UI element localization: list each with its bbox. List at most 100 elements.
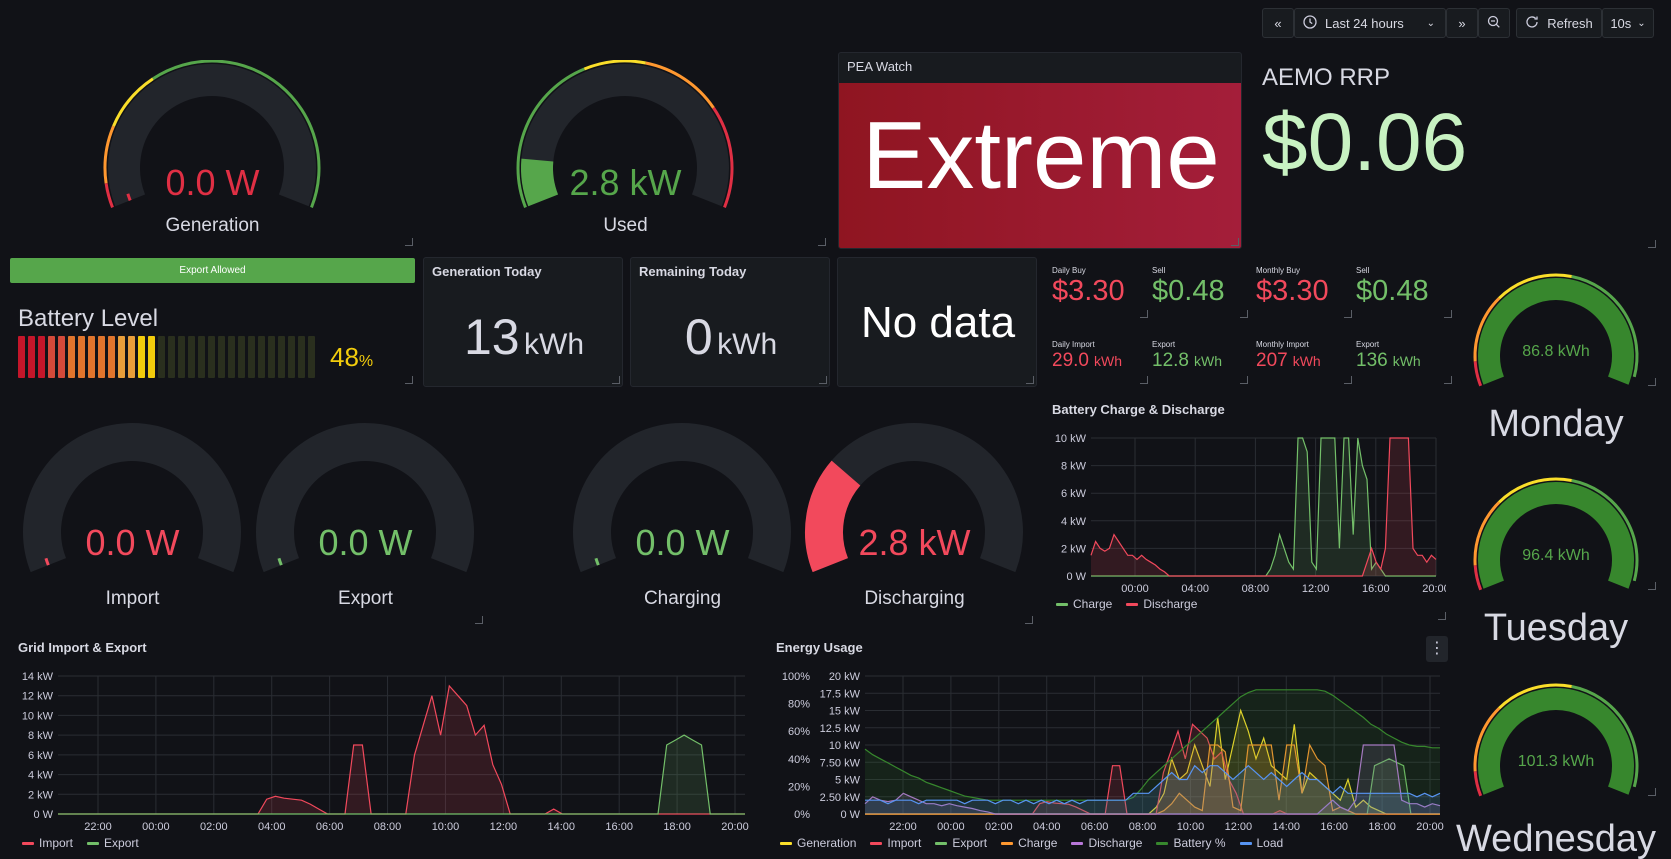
x-tick-label: 20:00 <box>721 821 749 833</box>
legend-item-import[interactable]: Import <box>870 836 921 850</box>
gauge-threshold <box>1473 565 1483 591</box>
cost-value: $0.48 <box>1152 275 1225 307</box>
y-tick-label: 0 W <box>33 809 53 821</box>
x-tick-label: 14:00 <box>1273 821 1301 833</box>
gauge-arc <box>1473 477 1639 591</box>
y2-tick-label: 100% <box>782 671 810 683</box>
x-tick-label: 20:00 <box>1416 821 1444 833</box>
legend-item-generation[interactable]: Generation <box>780 836 856 850</box>
gauge-track <box>23 423 241 573</box>
generation-today-panel: Generation Today 13 kWh <box>423 257 623 387</box>
refresh-button[interactable]: Refresh <box>1516 8 1602 38</box>
chevron-right-double-icon: » <box>1458 15 1466 31</box>
gauge-arc <box>1473 683 1639 797</box>
zoom-out-icon <box>1487 15 1501 32</box>
cost-title: Monthly Buy <box>1256 266 1301 275</box>
resize-handle[interactable] <box>1444 310 1452 318</box>
panel-title: Remaining Today <box>639 264 747 279</box>
x-tick-label: 16:00 <box>1362 583 1390 595</box>
panel-menu-button[interactable]: ⋮ <box>1426 636 1448 662</box>
time-range-picker[interactable]: Last 24 hours ⌄ <box>1294 8 1446 38</box>
battery-cell <box>58 336 65 378</box>
y-tick-label: 14 kW <box>22 671 54 683</box>
battery-cell <box>78 336 85 378</box>
grid-chart: 0 W 2 kW 4 kW 6 kW 8 kW 10 kW 12 kW 14 kW 22:00 0… <box>22 671 749 833</box>
x-tick-label: 10:00 <box>432 821 460 833</box>
resize-handle[interactable] <box>1344 376 1352 384</box>
resize-handle[interactable] <box>1344 310 1352 318</box>
gauge-threshold <box>645 61 715 109</box>
x-tick-label: 22:00 <box>889 821 917 833</box>
gauge-arc <box>805 423 1023 573</box>
gauge-fill <box>594 557 600 566</box>
gauge-label: Import <box>105 588 160 609</box>
gauge-threshold <box>516 67 585 208</box>
legend-item-export[interactable]: Export <box>935 836 987 850</box>
battery-cell <box>278 336 285 378</box>
legend-item-battery-[interactable]: Battery % <box>1156 836 1226 850</box>
gauge-threshold <box>1571 275 1639 378</box>
cost-value: $3.30 <box>1052 275 1125 307</box>
battery-cell <box>188 336 195 378</box>
gauge-threshold <box>112 77 154 127</box>
x-tick-label: 08:00 <box>1129 821 1157 833</box>
x-tick-label: 10:00 <box>1177 821 1205 833</box>
time-back-button[interactable]: « <box>1262 8 1294 38</box>
gauge-threshold <box>1473 771 1483 797</box>
generation-gauge: 0.0 W Generation <box>90 59 335 245</box>
legend-item-discharge[interactable]: Discharge <box>1126 597 1197 611</box>
resize-handle[interactable] <box>1140 376 1148 384</box>
value: 0 <box>684 309 713 365</box>
resize-handle[interactable] <box>1140 310 1148 318</box>
y-tick-label: 2.50 kW <box>820 792 861 804</box>
y2-tick-label: 20% <box>788 781 810 793</box>
resize-handle[interactable] <box>1648 378 1656 386</box>
series-line-battery- <box>864 689 1440 801</box>
legend-item-load[interactable]: Load <box>1239 836 1283 850</box>
resize-handle[interactable] <box>1648 788 1656 796</box>
legend-item-export[interactable]: Export <box>87 836 139 850</box>
y-tick-label: 6 kW <box>1061 488 1087 500</box>
cost-value: $0.48 <box>1356 275 1429 307</box>
gauge-discharging: 2.8 kW Discharging <box>802 420 1027 620</box>
x-tick-label: 04:00 <box>1181 583 1209 595</box>
gauge-label: Used <box>603 215 648 236</box>
battery-cell <box>138 336 145 378</box>
chart-legend: Import Export <box>22 836 139 850</box>
zoom-out-button[interactable] <box>1478 8 1510 38</box>
battery-cell <box>248 336 255 378</box>
gauge-value: 0.0 W <box>318 522 413 563</box>
cost-title: Sell <box>1356 266 1370 275</box>
panel-title: Generation Today <box>432 264 542 279</box>
x-tick-label: 04:00 <box>1033 821 1061 833</box>
resize-handle[interactable] <box>1240 310 1248 318</box>
gauge-label: Export <box>338 588 393 609</box>
no-data-text: No data <box>860 298 1016 347</box>
legend-item-charge[interactable]: Charge <box>1001 836 1057 850</box>
gauge-arc <box>516 59 734 208</box>
refresh-interval-picker[interactable]: 10s ⌄ <box>1602 8 1654 38</box>
resize-handle[interactable] <box>1240 376 1248 384</box>
resize-handle[interactable] <box>1648 582 1656 590</box>
resize-handle[interactable] <box>1444 376 1452 384</box>
time-forward-button[interactable]: » <box>1446 8 1478 38</box>
day-label: Monday <box>1488 403 1624 445</box>
legend-item-import[interactable]: Import <box>22 836 73 850</box>
gauge-value: 0.0 W <box>85 522 180 563</box>
energy-usage-chart: 0 W 2.50 kW 5 kW 7.50 kW 10 kW 12.5 kW 15 kW 17… <box>782 671 1444 833</box>
legend-item-charge[interactable]: Charge <box>1056 597 1112 611</box>
battery-cell <box>198 336 205 378</box>
gauge-arc <box>23 423 241 573</box>
chart-legend: Charge Discharge <box>1056 597 1197 611</box>
total-value: 29.0 kWh <box>1052 350 1122 372</box>
series-area <box>865 745 1440 814</box>
battery-cell <box>308 336 315 378</box>
battery-level-title: Battery Level <box>18 305 159 332</box>
unit: kWh <box>1093 353 1122 369</box>
legend-item-discharge[interactable]: Discharge <box>1071 836 1142 850</box>
battery-cell <box>98 336 105 378</box>
time-range-label: Last 24 hours <box>1325 15 1404 31</box>
total-title: Monthly Import <box>1256 340 1309 349</box>
gauge-track <box>573 423 791 573</box>
